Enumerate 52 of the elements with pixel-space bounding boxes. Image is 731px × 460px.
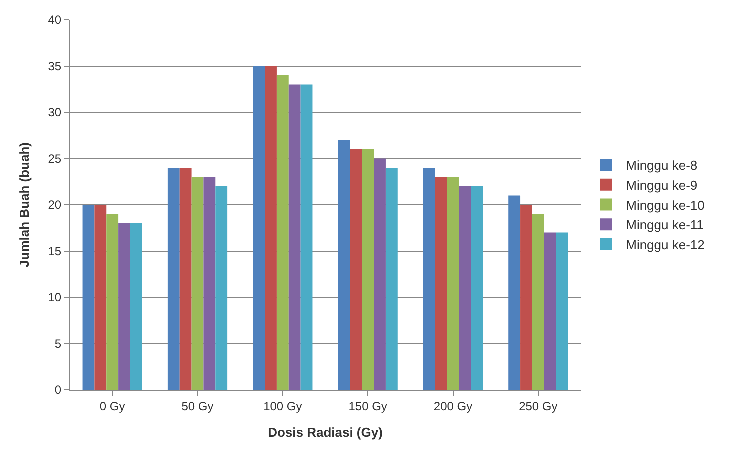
- legend-label: Minggu ke-11: [626, 218, 704, 233]
- bar: [300, 84, 313, 390]
- x-tick-label: 50 Gy: [182, 399, 214, 414]
- legend-label: Minggu ke-12: [626, 238, 705, 253]
- bar: [265, 66, 277, 390]
- bar: [459, 186, 472, 390]
- y-tick-label: 5: [54, 336, 62, 351]
- bar: [94, 205, 107, 390]
- legend-label: Minggu ke-9: [626, 178, 698, 193]
- bar: [435, 177, 448, 390]
- bar: [520, 205, 532, 390]
- bar: [82, 205, 95, 390]
- bar: [556, 232, 568, 390]
- y-tick-label: 35: [48, 59, 62, 74]
- bar: [338, 140, 350, 390]
- bar: [532, 214, 544, 390]
- bar: [130, 224, 142, 390]
- y-tick-label: 40: [48, 13, 62, 28]
- x-tick-label: 200 Gy: [434, 399, 473, 414]
- y-axis-title: Jumlah Buah (buah): [17, 142, 32, 268]
- bar: [471, 186, 484, 390]
- x-tick-label: 100 Gy: [264, 399, 302, 414]
- bar: [288, 84, 301, 390]
- x-tick-label: 250 Gy: [519, 399, 558, 414]
- y-tick-label: 15: [48, 244, 62, 258]
- bar: [180, 168, 192, 390]
- bar: [216, 186, 228, 390]
- y-tick-label: 20: [48, 198, 62, 212]
- y-tick-label: 30: [48, 106, 62, 120]
- x-tick-label: 150 Gy: [348, 399, 388, 414]
- bar: [386, 168, 398, 390]
- legend-label: Minggu ke-8: [626, 158, 698, 174]
- x-axis-title: Dosis Radiasi (Gy): [268, 425, 383, 440]
- y-tick-label: 0: [54, 383, 62, 398]
- bar: [106, 214, 119, 390]
- bar: [423, 168, 436, 390]
- bar: [192, 177, 204, 390]
- bar: [276, 76, 289, 390]
- bar: [374, 158, 386, 390]
- bar: [508, 196, 521, 390]
- bar: [118, 224, 130, 390]
- bar: [447, 177, 460, 390]
- bar: [204, 177, 216, 390]
- bar: [350, 150, 362, 390]
- bar: [168, 168, 180, 390]
- bar: [253, 66, 266, 390]
- bar: [544, 232, 556, 390]
- x-tick-label: 0 Gy: [100, 399, 126, 414]
- y-tick-label: 10: [48, 290, 62, 305]
- y-tick-label: 25: [48, 152, 62, 166]
- legend-label: Minggu ke-10: [626, 198, 705, 213]
- bar: [362, 150, 374, 390]
